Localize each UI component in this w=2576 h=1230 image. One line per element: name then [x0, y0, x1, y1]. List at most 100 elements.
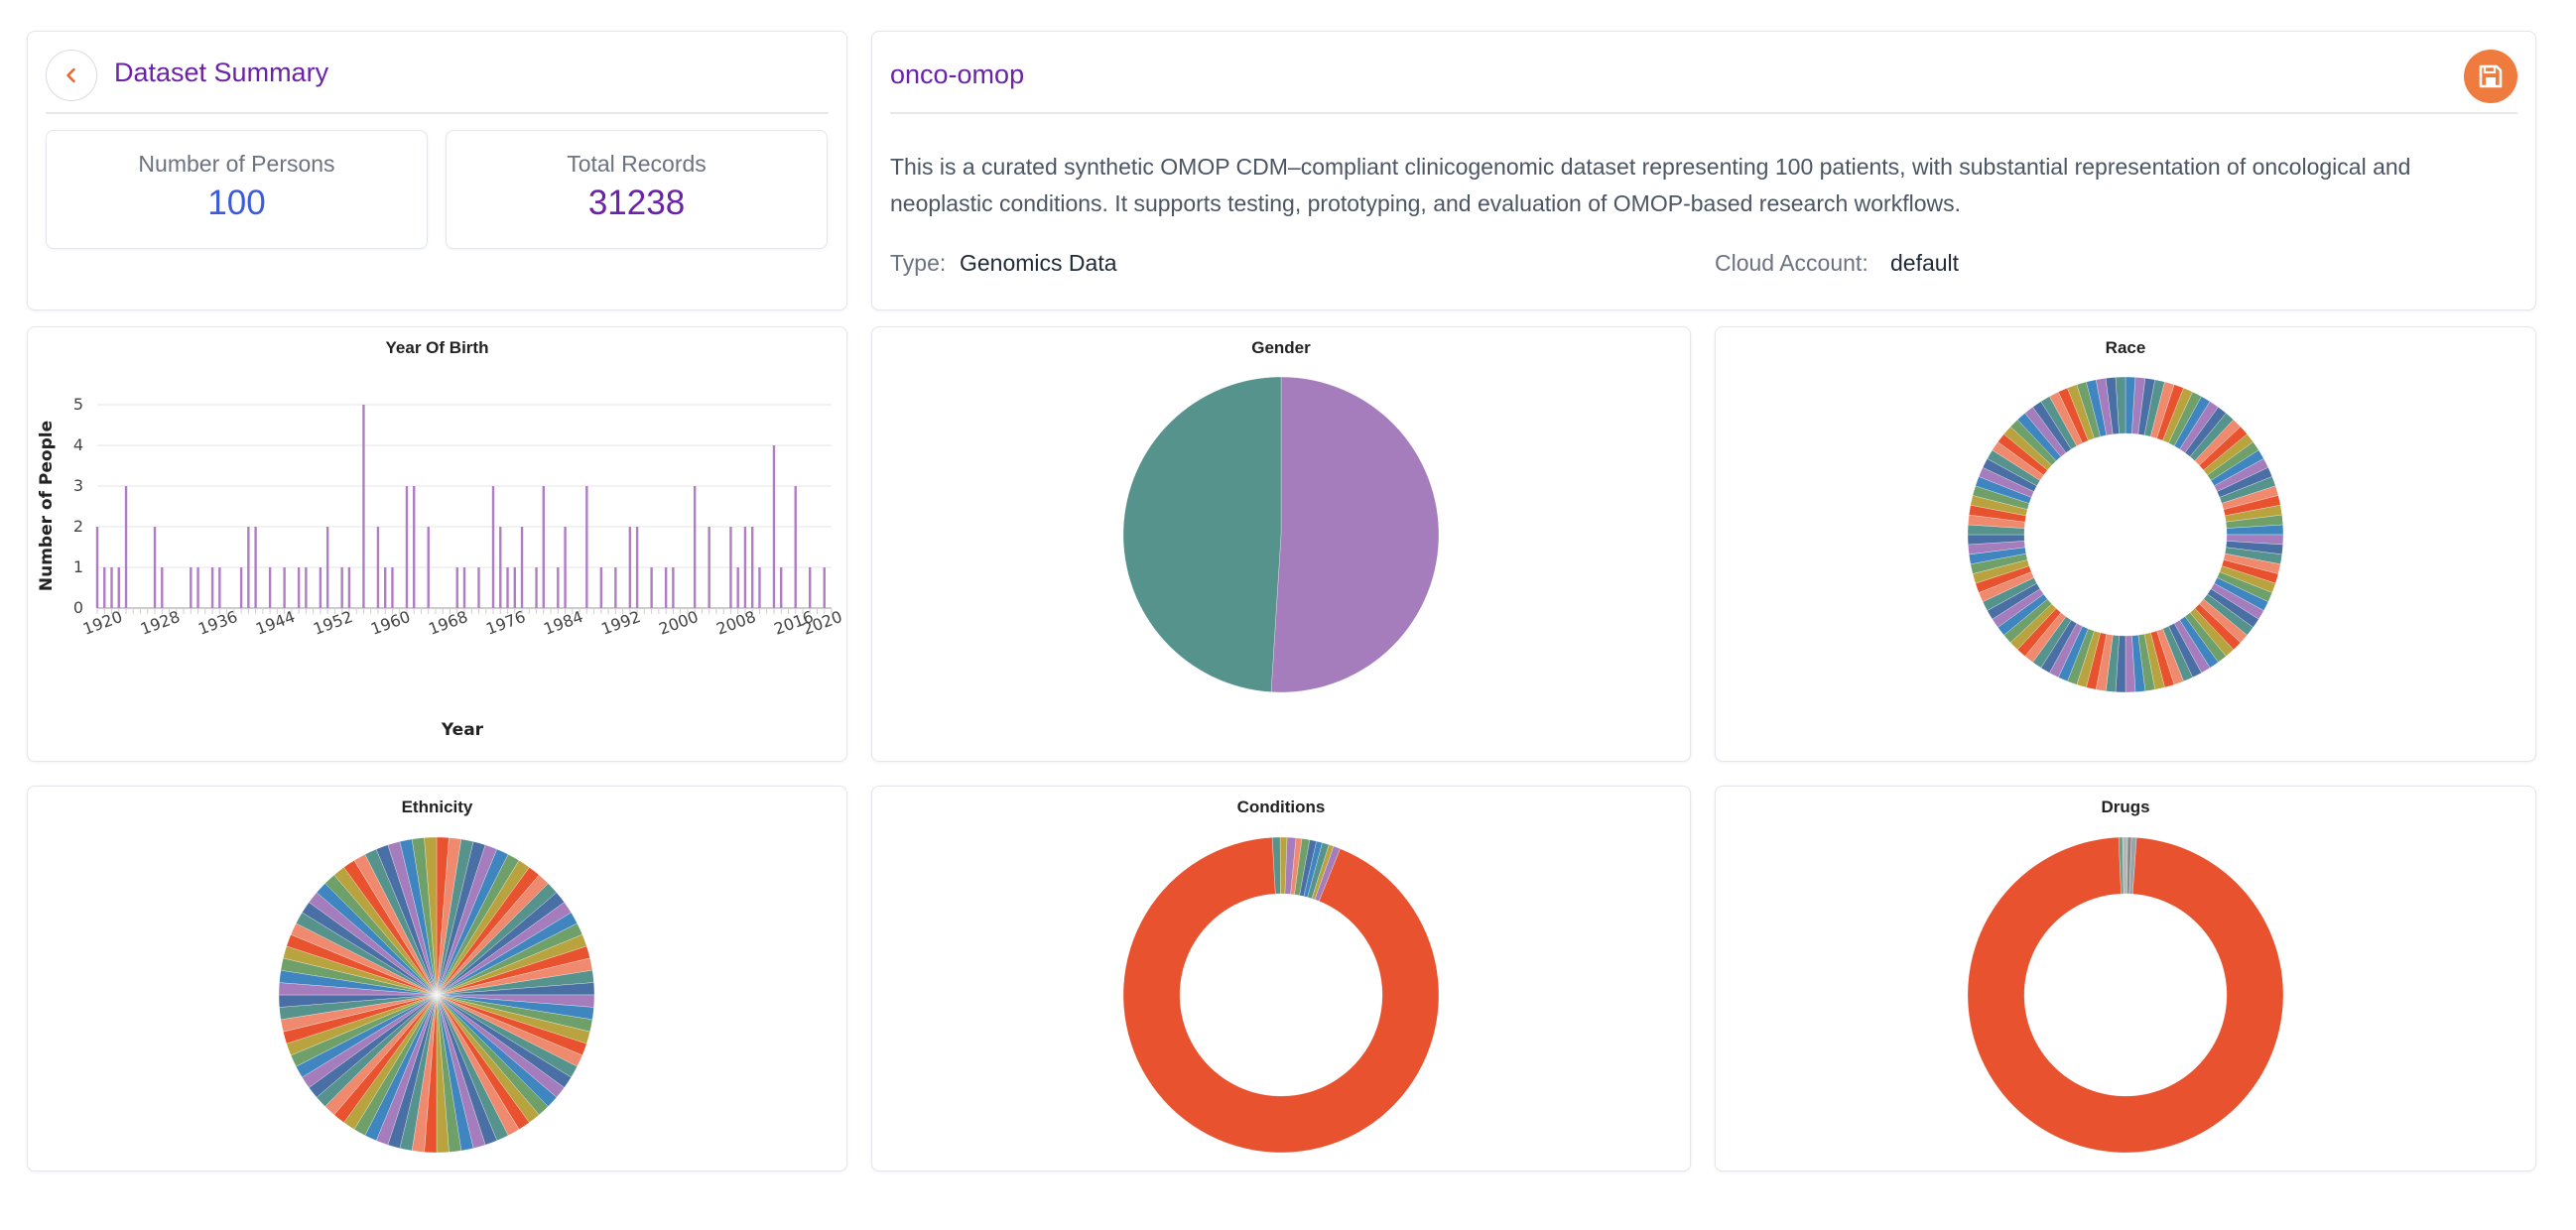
- bar: [794, 486, 797, 608]
- records-label: Total Records: [567, 151, 707, 177]
- bar: [758, 567, 761, 608]
- bar: [455, 567, 458, 608]
- bar: [325, 527, 329, 608]
- bar: [190, 567, 193, 608]
- bar: [585, 486, 588, 608]
- conditions-donut-chart: [1122, 836, 1440, 1154]
- bar: [103, 567, 106, 608]
- race-chart-title: Race: [2105, 338, 2146, 357]
- pie-slice: [1122, 837, 1440, 1154]
- conditions-chart-title: Conditions: [1236, 798, 1326, 816]
- x-tick-label: 1960: [368, 607, 413, 639]
- summary-title: Dataset Summary: [114, 58, 329, 87]
- bar: [362, 405, 365, 608]
- gender-chart-title: Gender: [1251, 338, 1311, 357]
- ethnicity-chart-title: Ethnicity: [401, 798, 473, 816]
- dataset-detail-card: onco-omop This is a curated synthetic OM…: [871, 31, 2536, 310]
- ethnicity-pie-chart: [278, 836, 595, 1154]
- race-chart-card: Race: [1715, 326, 2536, 762]
- pie-slice: [2115, 376, 2126, 434]
- back-button[interactable]: [46, 50, 97, 101]
- x-tick-label: 2008: [713, 607, 758, 639]
- bar: [305, 567, 308, 608]
- bar: [520, 527, 524, 608]
- x-tick-label: 1944: [253, 607, 298, 639]
- bar: [210, 567, 214, 608]
- gender-pie-chart: [1122, 376, 1440, 693]
- conditions-chart-card: Conditions: [871, 786, 1691, 1171]
- records-stat: Total Records 31238: [446, 130, 828, 249]
- year-of-birth-chart: Number of People Year 0 1 2 3 4 5 1920 1928 193…: [37, 395, 844, 740]
- bar: [499, 527, 502, 608]
- x-tick-label: 1968: [426, 607, 470, 639]
- persons-value: 100: [207, 184, 266, 222]
- bar: [693, 486, 697, 608]
- drugs-chart-card: Drugs: [1715, 786, 2536, 1171]
- dataset-summary-card: Dataset Summary Number of Persons 100 To…: [27, 31, 847, 310]
- persons-stat: Number of Persons 100: [46, 130, 428, 249]
- bar: [347, 567, 351, 608]
- x-axis-label: Year: [441, 720, 484, 740]
- bar: [117, 567, 120, 608]
- x-tick-label: 1976: [483, 607, 528, 639]
- cloud-account-label: Cloud Account:: [1715, 250, 1868, 276]
- bar: [196, 567, 199, 608]
- x-tick-label: 2000: [656, 607, 701, 639]
- bar: [268, 567, 272, 608]
- y-axis-label: Number of People: [37, 421, 57, 591]
- type-value: Genomics Data: [960, 250, 1117, 276]
- ethnicity-chart-card: Ethnicity: [27, 786, 847, 1171]
- save-button[interactable]: [2464, 50, 2517, 103]
- bar: [124, 486, 128, 608]
- bar: [427, 527, 430, 608]
- bar: [376, 527, 380, 608]
- bar: [110, 567, 113, 608]
- x-tick-label: 1936: [195, 607, 240, 639]
- bar: [823, 567, 826, 608]
- pie-slice: [1270, 376, 1440, 693]
- pie-slice: [1122, 376, 1282, 692]
- bar: [513, 567, 516, 608]
- bar: [772, 445, 776, 608]
- bar: [506, 567, 509, 608]
- dataset-description: This is a curated synthetic OMOP CDM–com…: [890, 154, 2411, 216]
- bar: [542, 486, 546, 608]
- detail-divider: [890, 112, 2517, 114]
- persons-label: Number of Persons: [138, 151, 335, 177]
- y-tick-label: 4: [73, 435, 83, 454]
- pie-slice: [1967, 836, 2284, 1154]
- bar: [750, 527, 754, 608]
- bar: [635, 527, 639, 608]
- bar: [161, 567, 164, 608]
- chevron-left-icon: [66, 67, 75, 83]
- bar: [95, 527, 99, 608]
- bar: [391, 567, 394, 608]
- bar: [736, 567, 739, 608]
- bar: [405, 486, 409, 608]
- year-of-birth-chart-card: Year Of Birth Number of People Year 0 1 2 3…: [27, 326, 847, 762]
- bar: [743, 527, 747, 608]
- y-tick-label: 3: [73, 476, 83, 495]
- bar: [614, 567, 617, 608]
- summary-divider: [46, 112, 829, 114]
- bar: [254, 527, 257, 608]
- bar: [664, 567, 668, 608]
- bar: [557, 567, 560, 608]
- pie-slice: [2128, 836, 2137, 895]
- bar: [564, 527, 567, 608]
- bar: [599, 567, 603, 608]
- type-label: Type:: [890, 250, 947, 276]
- bar: [650, 567, 653, 608]
- y-tick-label: 1: [73, 557, 83, 576]
- bar: [729, 527, 732, 608]
- cloud-account-value: default: [1890, 250, 1960, 276]
- bar: [153, 527, 157, 608]
- bar: [413, 486, 416, 608]
- bar: [535, 567, 538, 608]
- y-tick-label: 0: [73, 598, 83, 617]
- bar: [809, 567, 812, 608]
- x-tick-label: 1952: [311, 607, 355, 639]
- pie-slice: [1314, 845, 1341, 902]
- bar: [628, 527, 632, 608]
- bar: [708, 527, 710, 608]
